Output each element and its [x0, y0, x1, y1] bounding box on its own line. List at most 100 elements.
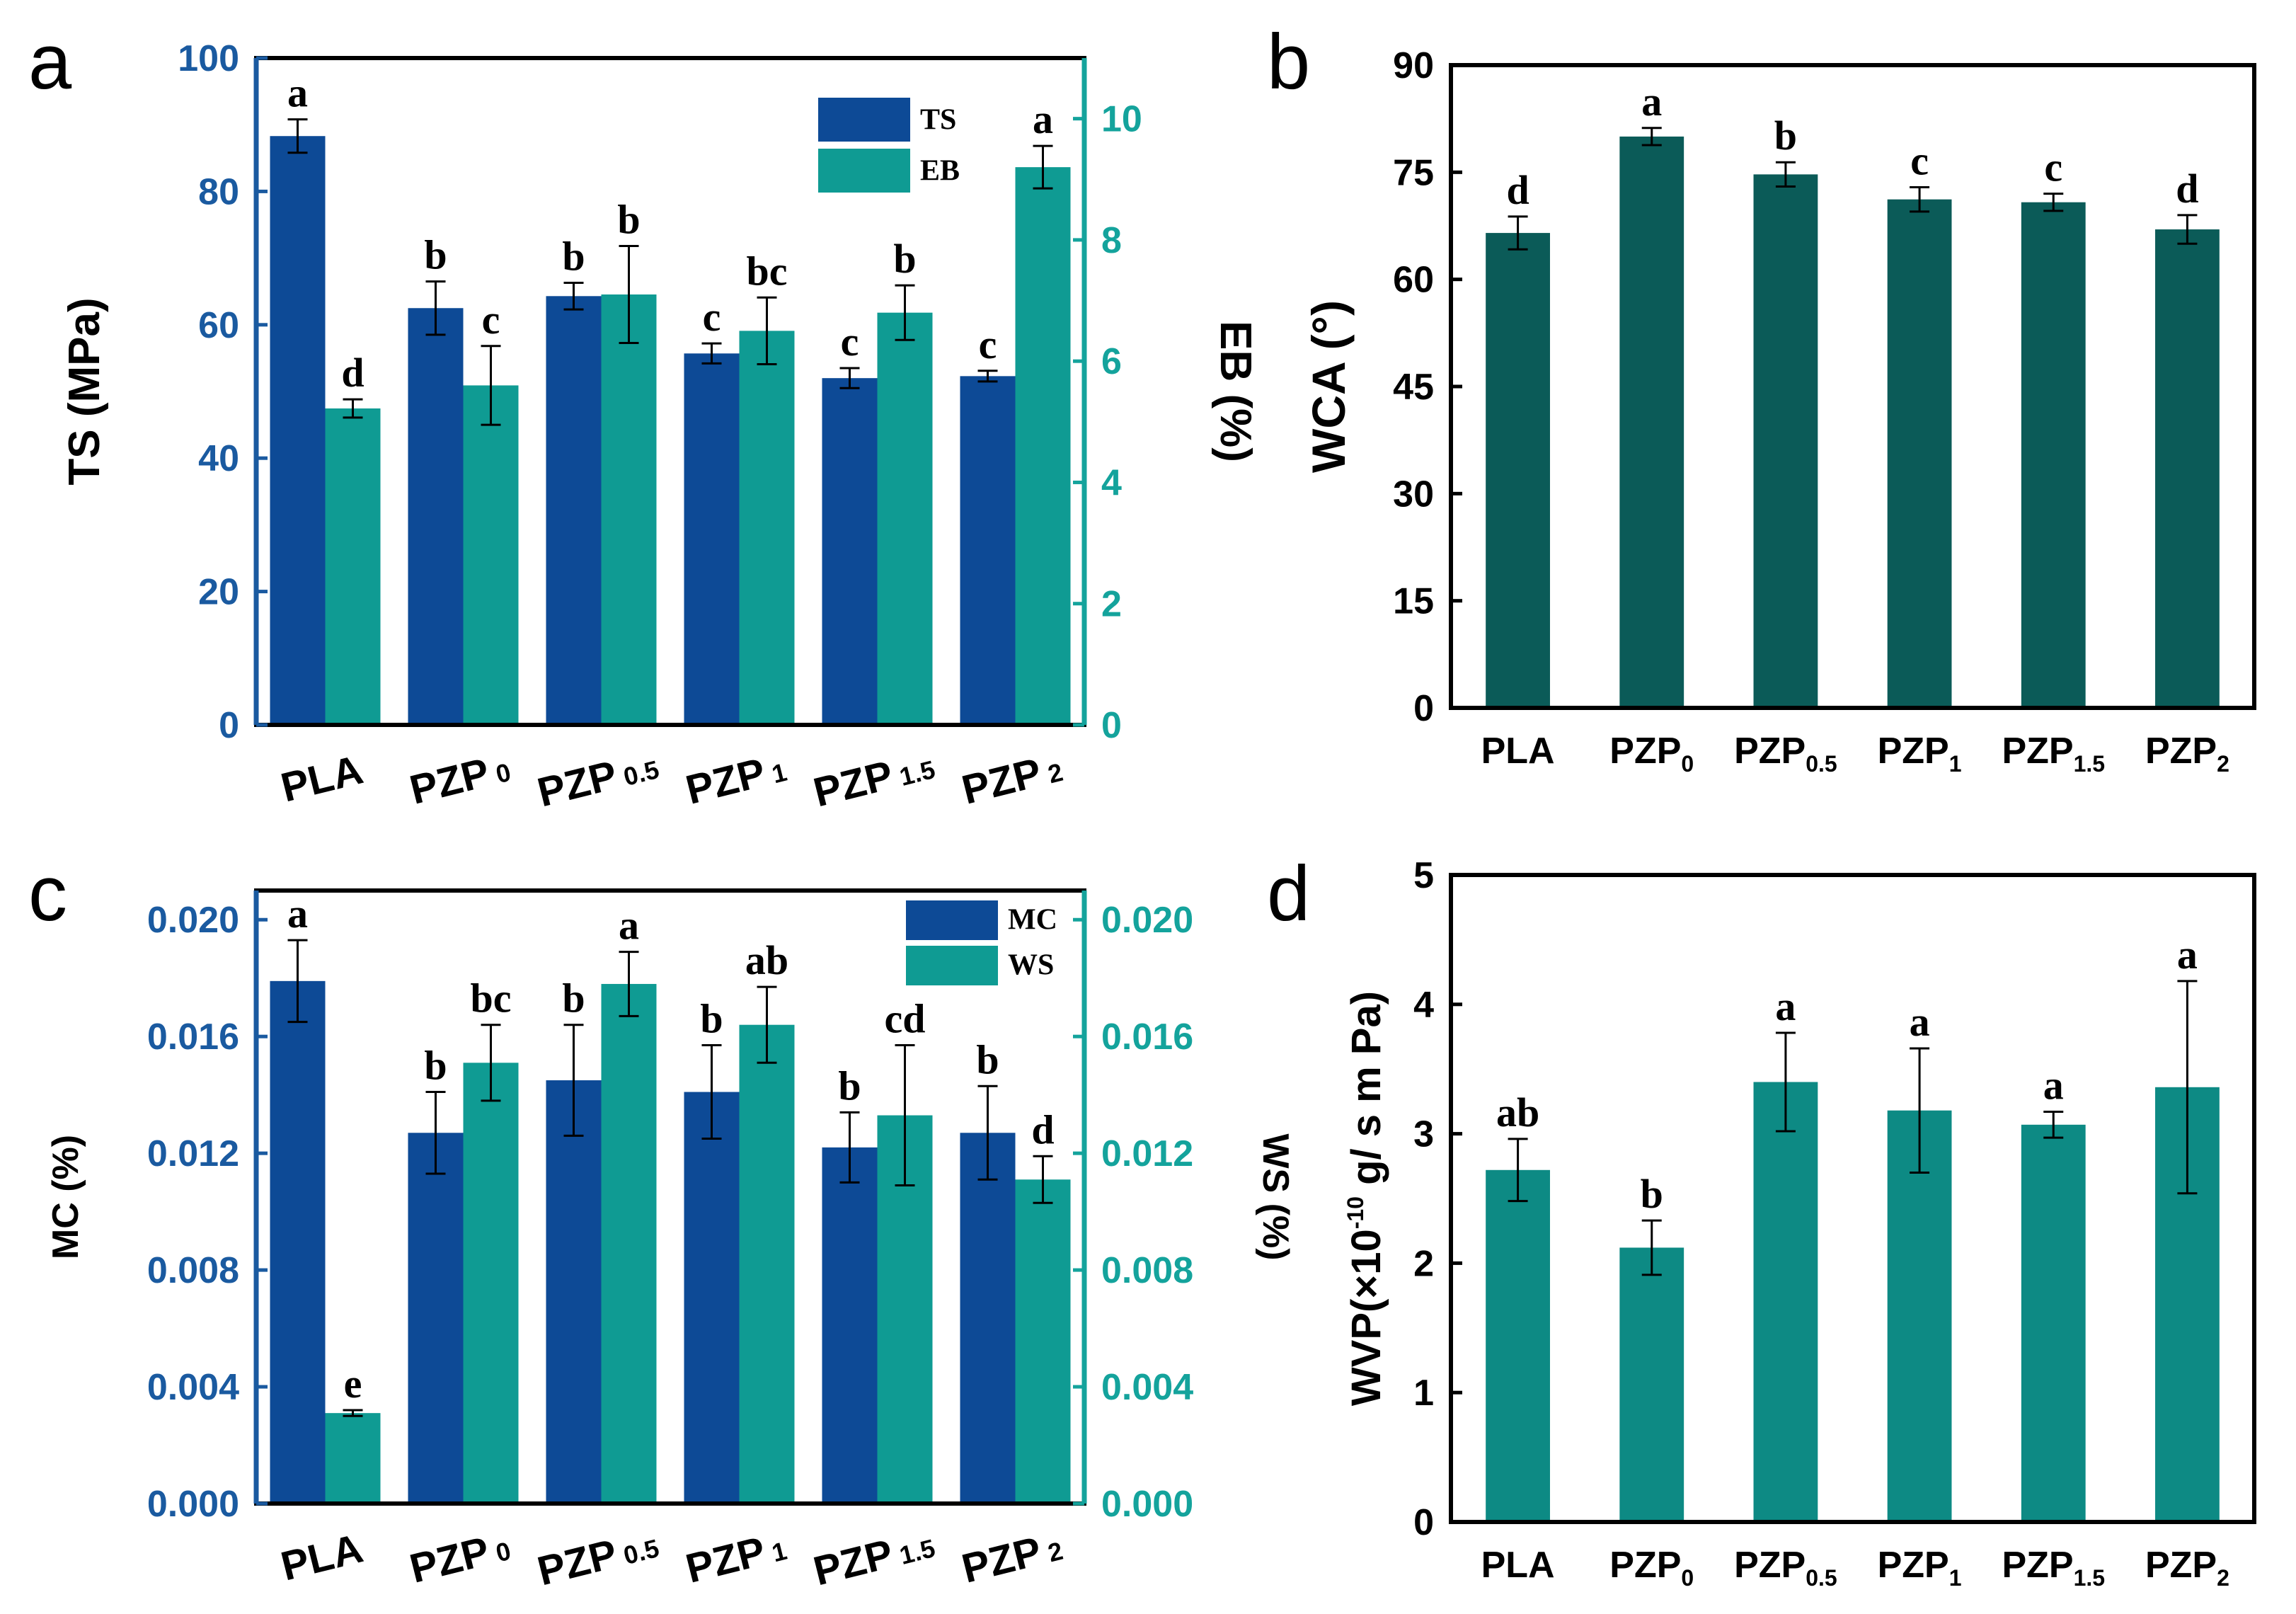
significance-letter: a [2177, 932, 2198, 978]
x-tick-label: PZP0.5 [1734, 1545, 1837, 1591]
y-tick-label: 5 [1413, 855, 1434, 896]
significance-letter: d [2176, 166, 2198, 212]
y2-tick-label: 0.012 [1101, 1133, 1193, 1174]
y2-tick-label: 8 [1101, 220, 1122, 261]
y-tick-label: 80 [198, 171, 239, 212]
y2-tick-label: 4 [1101, 462, 1122, 503]
y-tick-label: 75 [1393, 152, 1434, 193]
bar-ts [960, 376, 1016, 725]
y-axis-label: TS (MPa) [60, 297, 109, 485]
y2-tick-label: 0.008 [1101, 1250, 1193, 1291]
y-tick-label: 3 [1413, 1114, 1434, 1155]
error-bar [2177, 980, 2198, 1195]
significance-letter: b [1641, 1171, 1663, 1217]
y-tick-label: 0.004 [147, 1367, 239, 1408]
error-bar [343, 1409, 363, 1417]
significance-letter: ab [745, 937, 788, 983]
error-bar [1033, 1155, 1053, 1204]
y-tick-label: 60 [1393, 260, 1434, 301]
bar-eb [325, 408, 381, 725]
panel-c: c abb bbbebcaabcdd0.0000.0040.0080.0120.01… [28, 850, 1296, 1595]
significance-letter: b [562, 975, 585, 1021]
bar-wvp [2021, 1124, 2086, 1522]
error-bar [481, 345, 501, 426]
y-tick-label: 30 [1393, 474, 1434, 515]
bar-eb [463, 385, 519, 725]
error-bar [343, 398, 363, 419]
y-tick-label: 0.012 [147, 1133, 239, 1174]
y-axis-label: WVP(×10-10 g/ s m Pa) [1343, 991, 1389, 1406]
panel-d: d ab b a a a a 0 1 2 3 4 5 PLA PZP0 PZP0.5 PZP1 PZP1.5 PZP… [1267, 850, 2256, 1591]
significance-letter: bc [471, 975, 512, 1021]
bar-ws [739, 1024, 795, 1504]
significance-letter: a [1910, 999, 1930, 1045]
error-bar [1508, 215, 1528, 251]
x-tick-label: PZP1 [1878, 731, 1962, 777]
y-tick-label: 1 [1413, 1373, 1434, 1414]
x-tick-label: PZP0.5 [533, 742, 662, 816]
y-tick-label: 45 [1393, 367, 1434, 408]
bar-eb [601, 294, 657, 725]
bar-ws [325, 1413, 381, 1504]
legend-swatch [906, 900, 998, 940]
significance-letter: b [617, 196, 640, 242]
bar-wvp [1887, 1110, 1952, 1522]
significance-letter: c [1910, 138, 1929, 184]
significance-letter: a [287, 891, 308, 937]
x-tick-label: PZP1 [682, 744, 791, 813]
y2-tick-label: 0.000 [1101, 1484, 1193, 1525]
significance-letter: c [703, 294, 721, 340]
y-tick-label: 40 [198, 438, 239, 479]
significance-letter: cd [885, 996, 926, 1042]
panel-label: d [1267, 850, 1310, 937]
significance-letter: a [1775, 983, 1796, 1029]
y-axis-label: WCA (°) [1302, 300, 1355, 473]
y-axis-label: MC (%) [45, 1135, 86, 1259]
significance-letter: a [619, 903, 639, 949]
x-tick-label: PZP2 [2145, 1545, 2229, 1591]
bar-wca [1887, 199, 1952, 708]
y2-axis-label: EB (%) [1211, 321, 1260, 462]
bar-mc [822, 1147, 878, 1504]
x-tick-label: PZP0.5 [533, 1521, 662, 1595]
significance-letter: b [976, 1036, 999, 1082]
error-bar [2043, 1111, 2064, 1139]
y-tick-label: 0.008 [147, 1250, 239, 1291]
significance-letter: a [1641, 79, 1662, 125]
x-tick-label: PZP2 [958, 1523, 1067, 1592]
legend-label: EB [920, 155, 960, 188]
error-bar [701, 1044, 722, 1140]
significance-letter: ab [1496, 1089, 1539, 1135]
x-tick-label: PZP2 [2145, 731, 2229, 777]
bar-ws [463, 1063, 519, 1504]
x-tick-label: PZP0 [406, 1523, 515, 1592]
panel-label: b [1267, 18, 1310, 105]
error-bar [839, 367, 860, 389]
plot-frame [1449, 873, 2256, 1524]
error-bar [1910, 186, 1930, 213]
x-tick-label: PZP1.5 [809, 742, 939, 816]
y-tick-label: 0.020 [147, 900, 239, 941]
error-bar [1508, 1138, 1528, 1203]
bar-wca [1619, 136, 1684, 708]
bar-wvp [1486, 1169, 1550, 1522]
bar-mc [960, 1133, 1016, 1504]
x-tick-label: PZP1.5 [2002, 731, 2105, 777]
y-tick-label: 100 [178, 38, 239, 79]
y-tick-label: 0 [1413, 1502, 1434, 1543]
error-bar [757, 296, 777, 365]
y2-tick-label: 0.004 [1101, 1367, 1193, 1408]
error-bar [563, 1024, 584, 1137]
error-bar [1910, 1047, 1930, 1174]
y-tick-label: 0 [1413, 688, 1434, 729]
legend: MC WS [906, 900, 1057, 985]
x-tick-label: PZP2 [958, 744, 1067, 813]
y2-tick-label: 2 [1101, 584, 1122, 625]
significance-letter: a [1033, 96, 1053, 142]
bar-wca [1753, 174, 1818, 709]
x-tick-label: PZP1 [682, 1523, 791, 1592]
bar-wca [2021, 202, 2086, 708]
y-tick-label: 2 [1413, 1243, 1434, 1284]
